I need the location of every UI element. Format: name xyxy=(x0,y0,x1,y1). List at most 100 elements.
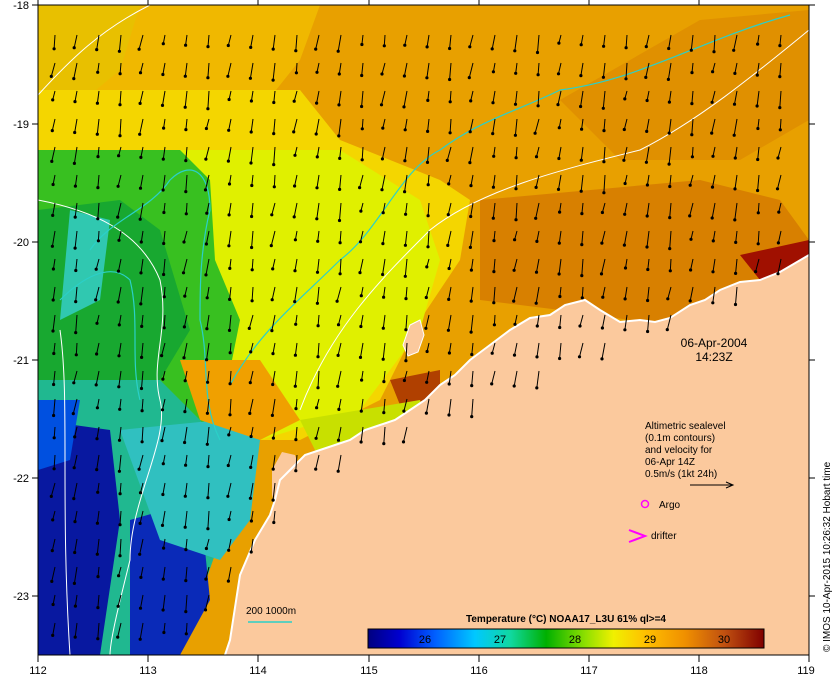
velocity-arrow xyxy=(338,118,342,136)
velocity-arrow-head xyxy=(668,247,672,251)
velocity-arrow xyxy=(361,62,364,76)
velocity-arrow-head xyxy=(360,104,364,109)
velocity-arrow-head xyxy=(293,238,297,242)
velocity-arrow-head xyxy=(756,211,760,215)
velocity-arrow xyxy=(360,398,364,412)
velocity-arrow-head xyxy=(755,73,759,77)
velocity-arrow xyxy=(295,34,298,51)
velocity-arrow-head xyxy=(96,239,100,243)
y-tick-label: -20 xyxy=(13,237,29,249)
velocity-arrow xyxy=(228,538,232,551)
velocity-arrow xyxy=(427,202,430,216)
velocity-arrow xyxy=(668,90,672,103)
y-tick-label: -18 xyxy=(13,0,29,12)
velocity-arrow-head xyxy=(624,46,628,50)
velocity-arrow xyxy=(317,370,320,388)
velocity-arrow xyxy=(734,174,738,189)
velocity-arrow xyxy=(403,370,408,381)
velocity-arrow-head xyxy=(336,438,341,442)
velocity-arrow xyxy=(712,174,716,188)
velocity-arrow-head xyxy=(182,356,186,360)
velocity-arrow-head xyxy=(118,523,122,527)
velocity-arrow xyxy=(559,342,562,359)
velocity-arrow-head xyxy=(667,162,671,166)
velocity-arrow xyxy=(74,622,78,638)
velocity-arrow xyxy=(359,258,364,273)
velocity-arrow-head xyxy=(734,271,738,275)
velocity-arrow-head xyxy=(293,184,297,188)
velocity-arrow xyxy=(403,62,408,77)
velocity-arrow xyxy=(162,62,166,75)
velocity-arrow-head xyxy=(381,242,385,246)
velocity-arrow-head xyxy=(513,102,518,106)
velocity-arrow-head xyxy=(359,209,363,213)
velocity-arrow xyxy=(185,538,188,550)
velocity-arrow xyxy=(51,566,56,582)
velocity-arrow xyxy=(205,118,210,129)
velocity-arrow xyxy=(270,230,276,246)
velocity-arrow xyxy=(51,538,56,551)
velocity-arrow-head xyxy=(336,49,340,53)
velocity-arrow-head xyxy=(73,604,77,608)
velocity-arrow xyxy=(228,202,232,215)
velocity-arrow-head xyxy=(95,552,99,556)
legend-line: (0.1m contours) xyxy=(645,433,715,444)
velocity-arrow-head xyxy=(534,185,538,189)
velocity-arrow-head xyxy=(756,242,760,246)
velocity-arrow-head xyxy=(72,46,76,50)
velocity-arrow-head xyxy=(426,98,430,102)
velocity-arrow-head xyxy=(95,101,99,105)
velocity-arrow-head xyxy=(579,104,583,109)
velocity-arrow-head xyxy=(181,271,186,275)
velocity-arrow xyxy=(250,426,254,437)
velocity-arrow xyxy=(229,314,232,331)
velocity-arrow-head xyxy=(96,155,100,159)
velocity-arrow-head xyxy=(271,467,275,471)
velocity-arrow xyxy=(757,146,760,160)
velocity-arrow-head xyxy=(600,326,605,330)
velocity-arrow-head xyxy=(160,354,164,358)
velocity-arrow-head xyxy=(73,215,77,219)
velocity-arrow-head xyxy=(404,297,408,301)
velocity-arrow-head xyxy=(183,494,187,498)
velocity-arrow-head xyxy=(226,463,230,468)
velocity-arrow xyxy=(623,118,628,130)
velocity-arrow xyxy=(337,34,342,52)
velocity-arrow-head xyxy=(665,328,669,332)
velocity-arrow-head xyxy=(470,384,474,388)
x-tick-label: 117 xyxy=(580,665,598,677)
velocity-arrow xyxy=(447,230,452,246)
velocity-arrow-head xyxy=(445,158,449,162)
velocity-arrow xyxy=(537,34,540,53)
velocity-arrow xyxy=(339,202,342,221)
velocity-arrow-head xyxy=(205,442,209,446)
velocity-arrow xyxy=(449,90,452,102)
velocity-arrow-head xyxy=(206,527,210,531)
velocity-arrow-head xyxy=(96,490,100,494)
velocity-arrow-head xyxy=(600,210,605,215)
velocity-arrow xyxy=(381,62,386,75)
velocity-arrow-head xyxy=(514,218,518,222)
velocity-arrow xyxy=(95,286,100,301)
velocity-arrow xyxy=(449,62,452,80)
velocity-arrow-head xyxy=(448,131,452,135)
y-tick-label: -21 xyxy=(13,355,29,367)
velocity-arrow xyxy=(536,370,540,388)
velocity-arrow xyxy=(51,146,56,162)
velocity-arrow-head xyxy=(469,299,473,303)
velocity-arrow xyxy=(272,342,276,354)
velocity-arrow-head xyxy=(51,182,55,187)
velocity-arrow xyxy=(74,594,78,607)
velocity-arrow xyxy=(118,314,122,325)
velocity-arrow-head xyxy=(139,302,143,306)
velocity-arrow xyxy=(316,202,320,219)
velocity-arrow xyxy=(339,174,342,190)
velocity-arrow xyxy=(52,314,56,332)
velocity-arrow xyxy=(602,90,606,109)
velocity-arrow-head xyxy=(51,213,55,217)
velocity-arrow xyxy=(734,146,738,159)
velocity-arrow xyxy=(689,286,694,301)
velocity-arrow-head xyxy=(688,214,692,218)
velocity-arrow-head xyxy=(116,215,120,219)
velocity-arrow-head xyxy=(490,382,494,386)
